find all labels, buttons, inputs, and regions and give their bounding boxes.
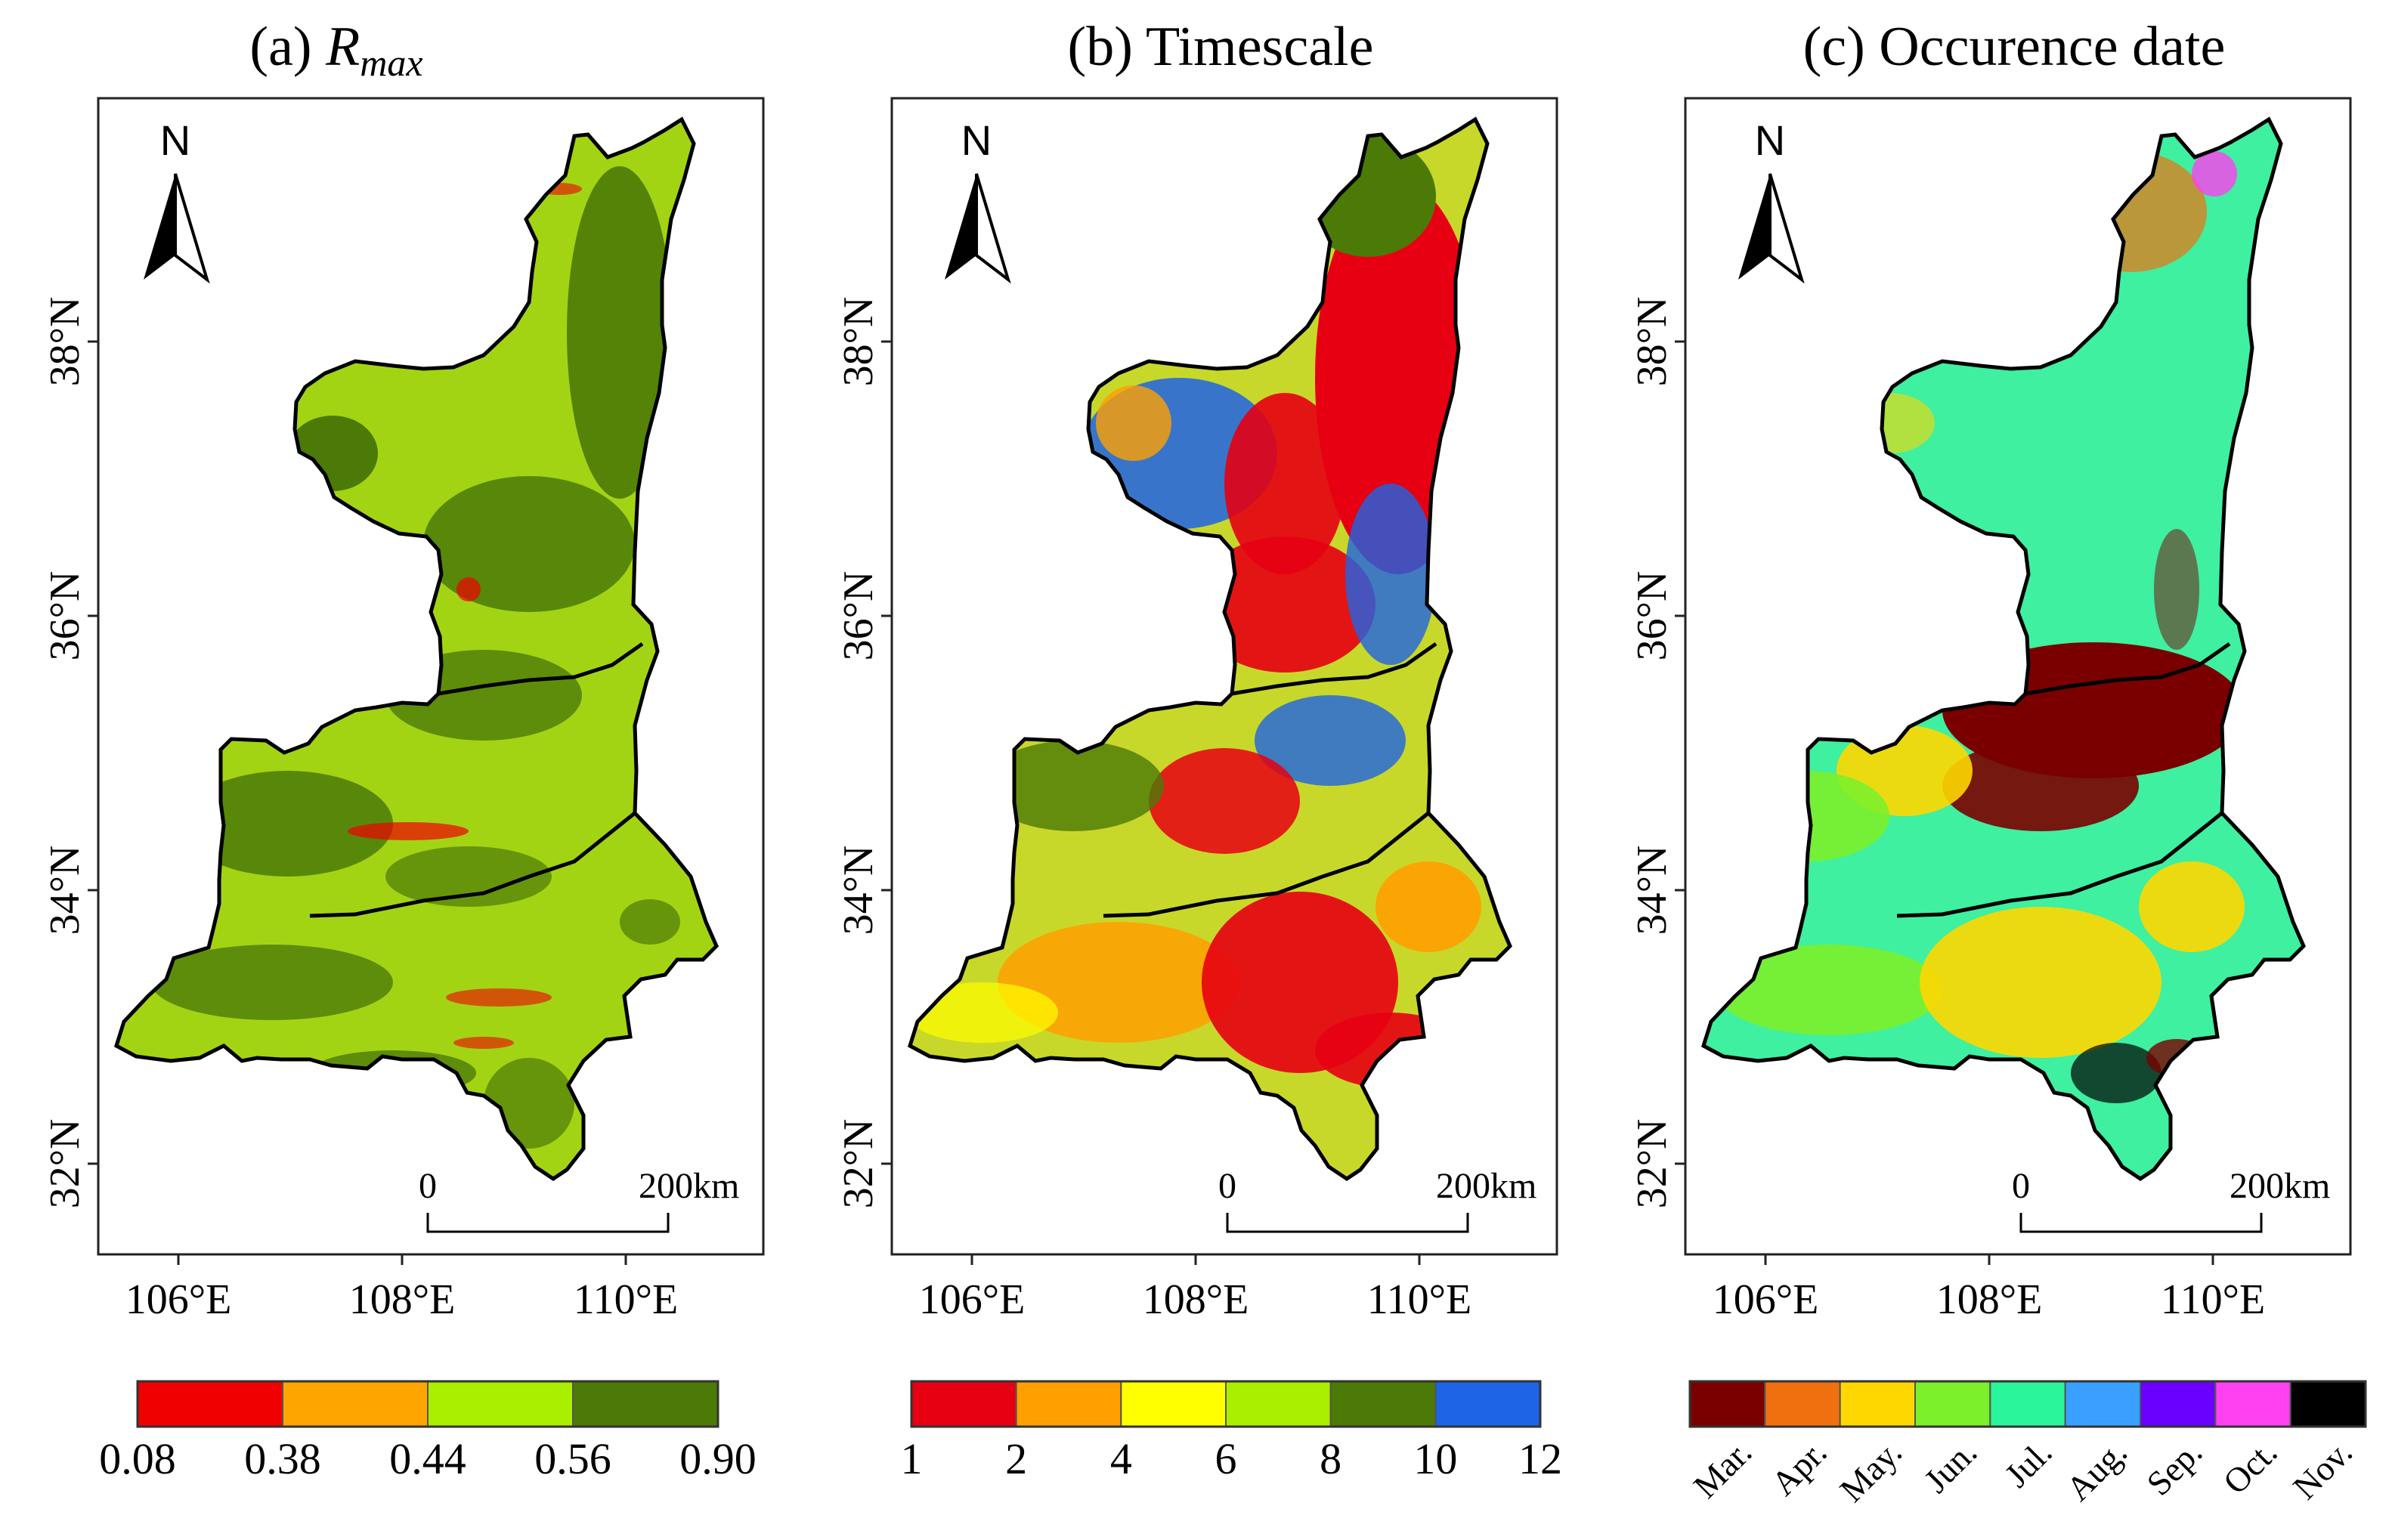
colorbar-label: 6 xyxy=(1215,1434,1237,1483)
lat-tick-label: 32°N xyxy=(42,1119,88,1209)
panel-a-scale-bar: 0 200km xyxy=(419,1166,739,1233)
colorbar-swatch xyxy=(1015,1381,1122,1427)
lon-tick-label: 108°E xyxy=(1143,1276,1249,1323)
lat-tick-label: 34°N xyxy=(835,846,882,935)
colorbar-label: Aug. xyxy=(2059,1433,2134,1508)
colorbar-swatch xyxy=(1329,1381,1437,1427)
panel-b-title: (b) Timescale xyxy=(1068,16,1374,78)
panel-b-frame xyxy=(890,97,1558,1256)
lon-tick-label: 108°E xyxy=(1936,1276,2043,1323)
colorbar-label: 1 xyxy=(901,1434,923,1483)
colorbar-swatch xyxy=(1225,1381,1332,1427)
colorbar-swatch xyxy=(137,1381,283,1427)
panel-a-colorbar: 0.08 0.38 0.44 0.56 0.90 xyxy=(99,1380,757,1483)
north-arrow-icon xyxy=(945,174,976,280)
lon-tick-label: 110°E xyxy=(2161,1276,2266,1323)
lat-tick-label: 32°N xyxy=(835,1119,882,1209)
colorbar-swatch xyxy=(911,1381,1017,1427)
colorbar-label: Oct. xyxy=(2216,1433,2285,1501)
scale-start-label: 0 xyxy=(419,1166,437,1206)
panel-b-colorbar: 1 2 4 6 8 10 12 xyxy=(901,1380,1562,1483)
panel-c-scale-bar: 0 200km xyxy=(2012,1166,2330,1233)
lon-tick-label: 106°E xyxy=(1713,1276,1819,1323)
scale-end-label: 200km xyxy=(1436,1166,1536,1206)
lat-tick-label: 38°N xyxy=(42,297,88,387)
panel-b-scale-bar: 0 200km xyxy=(1218,1166,1536,1233)
colorbar-label: Mar. xyxy=(1686,1433,1759,1506)
lat-tick-label: 36°N xyxy=(1629,571,1676,661)
colorbar-swatch xyxy=(1914,1381,1991,1427)
colorbar-swatch xyxy=(1989,1381,2066,1427)
scale-end-label: 200km xyxy=(2230,1166,2330,1206)
north-arrow-icon xyxy=(144,174,175,280)
colorbar-label: 0.90 xyxy=(679,1434,757,1483)
scale-start-label: 0 xyxy=(2012,1166,2030,1206)
colorbar-label: 10 xyxy=(1413,1434,1457,1483)
lon-tick-label: 106°E xyxy=(125,1276,232,1323)
colorbar-label: 8 xyxy=(1320,1434,1341,1483)
colorbar-frame xyxy=(910,1380,1542,1428)
colorbar-swatch xyxy=(2289,1381,2367,1427)
colorbars: 0.08 0.38 0.44 0.56 0.90 1 2 4 6 8 10 12 Mar. Apr.May… xyxy=(99,1380,2367,1510)
panel-c-map xyxy=(1703,119,2304,1179)
colorbar-label: 0.56 xyxy=(534,1434,611,1483)
panel-c-north-arrow: N xyxy=(1738,116,1805,284)
colorbar-label: Apr. xyxy=(1764,1433,1834,1503)
colorbar-label: Nov. xyxy=(2285,1433,2360,1507)
colorbar-label: Jun. xyxy=(1917,1433,1984,1500)
colorbar-label: 0.38 xyxy=(244,1434,321,1483)
scale-start-label: 0 xyxy=(1218,1166,1236,1206)
panel-b-north-arrow: N xyxy=(945,116,1011,284)
panel-a-north-arrow: N xyxy=(144,116,210,284)
colorbar-label: 2 xyxy=(1005,1434,1027,1483)
lat-tick-label: 32°N xyxy=(1629,1119,1676,1209)
colorbar-swatch xyxy=(2064,1381,2142,1427)
colorbar-label: May. xyxy=(1832,1433,1909,1510)
lat-tick-label: 36°N xyxy=(42,571,88,661)
panel-a-map xyxy=(116,119,716,1179)
colorbar-swatch xyxy=(427,1381,574,1427)
lon-tick-label: 110°E xyxy=(1367,1276,1472,1323)
panel-b-map xyxy=(907,119,1510,1179)
colorbar-frame xyxy=(136,1380,719,1428)
north-label: N xyxy=(160,116,190,164)
lat-tick-label: 36°N xyxy=(835,571,882,661)
lon-tick-label: 108°E xyxy=(349,1276,456,1323)
lat-tick-label: 38°N xyxy=(1629,297,1676,387)
colorbar-swatch xyxy=(1764,1381,1841,1427)
panel-a-frame xyxy=(97,97,765,1256)
colorbar-swatch xyxy=(1120,1381,1227,1427)
lat-tick-label: 34°N xyxy=(42,846,88,935)
colorbar-swatch xyxy=(572,1381,719,1427)
colorbar-frame xyxy=(1688,1380,2367,1428)
colorbar-label: 12 xyxy=(1518,1434,1562,1483)
panel-c-title: (c) Occurence date xyxy=(1803,16,2226,78)
panel-a-title: (a) Rmax xyxy=(249,16,422,84)
panel-c-colorbar: Mar. Apr.May. Jun. Jul. Aug. Sep. Oct. Nov. xyxy=(1686,1380,2367,1510)
lon-tick-label: 106°E xyxy=(919,1276,1026,1323)
colorbar-label: Jul. xyxy=(1997,1433,2059,1495)
lat-tick-label: 38°N xyxy=(835,297,882,387)
colorbar-swatch xyxy=(2140,1381,2217,1427)
colorbar-label: 0.08 xyxy=(99,1434,176,1483)
north-label: N xyxy=(961,116,992,164)
colorbar-swatch xyxy=(282,1381,429,1427)
colorbar-label: 4 xyxy=(1110,1434,1132,1483)
lon-tick-label: 110°E xyxy=(574,1276,679,1323)
scale-end-label: 200km xyxy=(639,1166,739,1206)
north-label: N xyxy=(1755,116,1785,164)
colorbar-label: 0.44 xyxy=(389,1434,466,1483)
axes: 38°N 36°N 34°N 32°N 106°E 108°E 110°E 38°N 36°N 3… xyxy=(42,297,2265,1323)
north-arrow-icon xyxy=(1738,174,1770,280)
colorbar-swatch xyxy=(1839,1381,1917,1427)
colorbar-swatch xyxy=(1434,1381,1542,1427)
colorbar-label: Sep. xyxy=(2139,1433,2209,1503)
colorbar-swatch xyxy=(2214,1381,2291,1427)
colorbar-swatch xyxy=(1689,1381,1766,1427)
panel-c-frame xyxy=(1684,97,2352,1256)
lat-tick-label: 34°N xyxy=(1629,846,1676,935)
